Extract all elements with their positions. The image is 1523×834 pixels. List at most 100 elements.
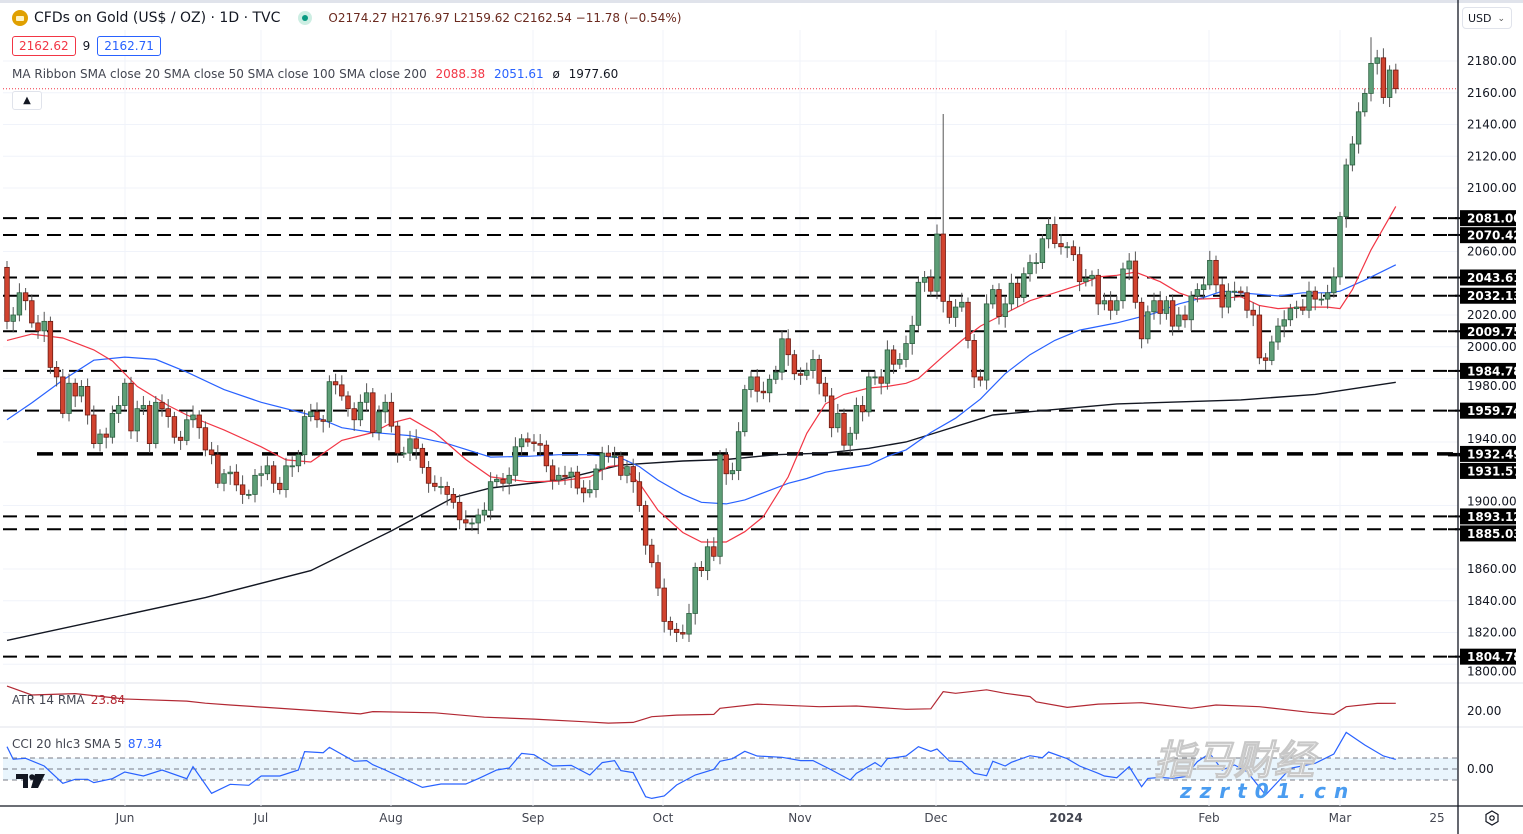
candle[interactable] xyxy=(1324,284,1331,309)
candle[interactable] xyxy=(1120,262,1126,309)
candle[interactable] xyxy=(1045,218,1052,249)
candle[interactable] xyxy=(171,411,178,444)
candle[interactable] xyxy=(1349,136,1356,172)
candle[interactable] xyxy=(246,489,252,500)
candle[interactable] xyxy=(1231,281,1238,301)
candle[interactable] xyxy=(990,284,996,309)
candle[interactable] xyxy=(444,481,450,506)
candle[interactable] xyxy=(450,488,457,509)
candle[interactable] xyxy=(531,434,537,452)
candle[interactable] xyxy=(103,427,109,449)
candle[interactable] xyxy=(673,622,680,643)
candle[interactable] xyxy=(556,467,562,485)
candle[interactable] xyxy=(463,510,469,528)
candle[interactable] xyxy=(890,345,897,374)
candle[interactable] xyxy=(1052,216,1058,249)
candle[interactable] xyxy=(1138,297,1145,349)
candle[interactable] xyxy=(518,434,525,457)
candle[interactable] xyxy=(704,538,711,581)
candle[interactable] xyxy=(394,421,401,463)
candle[interactable] xyxy=(1089,270,1095,287)
candle[interactable] xyxy=(122,378,128,411)
candle[interactable] xyxy=(983,294,990,390)
settings-gear-icon[interactable] xyxy=(1485,810,1499,826)
candle[interactable] xyxy=(822,376,829,403)
collapse-legend-button[interactable]: ▲ xyxy=(12,91,42,110)
candle[interactable] xyxy=(215,445,221,489)
candle[interactable] xyxy=(996,283,1002,325)
candle[interactable] xyxy=(965,297,971,349)
candle[interactable] xyxy=(35,315,41,339)
candle[interactable] xyxy=(1132,251,1139,309)
candle[interactable] xyxy=(903,335,909,368)
atr-legend[interactable]: ATR 14 RMA 23.84 xyxy=(12,693,125,707)
candle[interactable] xyxy=(1362,88,1368,117)
candle[interactable] xyxy=(146,400,153,454)
candle[interactable] xyxy=(1200,276,1207,300)
candle[interactable] xyxy=(692,562,698,625)
candle[interactable] xyxy=(797,367,804,385)
candle[interactable] xyxy=(1343,158,1349,228)
candle[interactable] xyxy=(1126,253,1132,281)
candle[interactable] xyxy=(326,375,333,428)
candle[interactable] xyxy=(1163,295,1170,320)
candle[interactable] xyxy=(22,288,29,311)
candle[interactable] xyxy=(940,114,946,313)
candle[interactable] xyxy=(959,292,965,312)
candle[interactable] xyxy=(233,464,240,492)
candle[interactable] xyxy=(109,405,116,444)
candle[interactable] xyxy=(277,476,283,495)
currency-dropdown[interactable]: USD ⌄ xyxy=(1462,7,1512,29)
candle[interactable] xyxy=(1114,295,1120,315)
candle[interactable] xyxy=(1281,310,1287,338)
candle[interactable] xyxy=(884,340,891,390)
candle[interactable] xyxy=(425,461,432,493)
candle[interactable] xyxy=(487,472,494,520)
candle[interactable] xyxy=(543,440,550,473)
candle[interactable] xyxy=(1312,286,1318,311)
candle[interactable] xyxy=(159,394,165,417)
candle[interactable] xyxy=(859,395,866,422)
candle[interactable] xyxy=(512,437,519,482)
candle[interactable] xyxy=(456,494,463,530)
candle[interactable] xyxy=(847,426,853,457)
candle[interactable] xyxy=(345,391,351,417)
candle[interactable] xyxy=(469,518,475,531)
candle[interactable] xyxy=(84,378,91,425)
candle[interactable] xyxy=(363,383,370,412)
candle[interactable] xyxy=(1306,281,1312,319)
candle[interactable] xyxy=(1293,300,1300,319)
candle[interactable] xyxy=(605,445,612,463)
candle[interactable] xyxy=(735,422,742,481)
candle[interactable] xyxy=(1219,278,1225,319)
candle[interactable] xyxy=(500,472,506,492)
candle[interactable] xyxy=(475,508,481,535)
tradingview-logo[interactable] xyxy=(16,774,45,788)
candle[interactable] xyxy=(196,410,202,439)
candle[interactable] xyxy=(1393,63,1399,94)
candle[interactable] xyxy=(946,294,953,324)
buy-price-button[interactable]: 2162.71 xyxy=(97,36,161,56)
candle[interactable] xyxy=(1076,246,1083,292)
candle[interactable] xyxy=(680,624,686,639)
ma-ribbon-legend[interactable]: MA Ribbon SMA close 20 SMA close 50 SMA … xyxy=(12,67,623,81)
candle[interactable] xyxy=(1225,283,1232,314)
candle[interactable] xyxy=(1331,267,1337,298)
candle[interactable] xyxy=(760,381,767,400)
candle[interactable] xyxy=(1107,291,1114,320)
candle[interactable] xyxy=(140,395,147,416)
candle[interactable] xyxy=(599,446,605,481)
candle[interactable] xyxy=(804,362,810,381)
candle[interactable] xyxy=(134,400,140,442)
candle[interactable] xyxy=(611,446,618,466)
candle[interactable] xyxy=(568,467,574,489)
candle[interactable] xyxy=(16,283,23,322)
candle[interactable] xyxy=(915,277,922,332)
candle[interactable] xyxy=(779,330,785,381)
candle[interactable] xyxy=(1058,234,1064,255)
candle[interactable] xyxy=(1169,294,1176,336)
candle[interactable] xyxy=(1021,267,1027,303)
candle[interactable] xyxy=(419,443,426,474)
candle[interactable] xyxy=(909,315,915,355)
